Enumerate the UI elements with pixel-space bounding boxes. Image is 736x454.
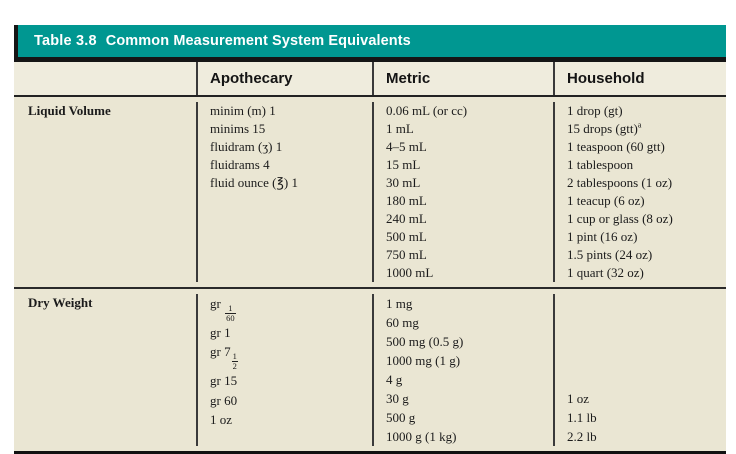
metric-value: 1000 g (1 kg) (386, 429, 457, 444)
metric-value: 500 mg (0.5 g) (386, 334, 464, 349)
metric-value: 500 mL (386, 229, 427, 244)
table-number: Table 3.8 (34, 33, 97, 49)
measurement-equivalents-table: Table 3.8 Common Measurement System Equi… (14, 25, 726, 454)
metric-value: 1000 mg (1 g) (386, 353, 461, 368)
apothecary-cell: gr 1 60 gr 1 gr 7 1 2 gr 15 gr 60 1 oz (196, 294, 372, 446)
column-header-household: Household (553, 62, 726, 95)
household-value (567, 332, 720, 351)
household-value (567, 370, 720, 389)
metric-value: 30 mL (386, 175, 421, 190)
apothecary-value: 1 oz (210, 412, 233, 428)
table-caption: Common Measurement System Equivalents (105, 33, 411, 49)
household-value: 1 teacup (6 oz) (567, 193, 645, 208)
footnote-marker: a (637, 119, 642, 130)
table-body: Liquid Volume minim (m) 1 minims 15 fluidra… (14, 97, 726, 451)
household-value: 1 quart (32 oz) (567, 265, 644, 280)
column-header-apothecary: Apothecary (196, 62, 372, 95)
household-value: 1 cup or glass (8 oz) (567, 211, 673, 226)
section-label: Dry Weight (28, 295, 93, 310)
metric-cell: 1 mg 60 mg 500 mg (0.5 g) 1000 mg (1 g) 4 g 3… (372, 294, 553, 446)
apothecary-value: minim (m) 1 (210, 103, 276, 118)
household-value: 1.1 lb (567, 410, 597, 425)
metric-value: 1 mg (386, 296, 413, 311)
metric-value: 0.06 mL (or cc) (386, 103, 468, 118)
household-value: 2 tablespoons (1 oz) (567, 175, 673, 190)
apothecary-value: gr 60 (210, 392, 238, 408)
metric-value: 1000 mL (386, 265, 434, 280)
metric-value: 60 mg (386, 315, 419, 330)
metric-value: 1 mL (386, 121, 414, 136)
table-title-bar: Table 3.8 Common Measurement System Equi… (14, 25, 726, 57)
metric-value: 4–5 mL (386, 139, 427, 154)
apothecary-value: fluidrams 4 (210, 157, 270, 172)
household-value: 1 teaspoon (60 gtt) (567, 139, 665, 154)
column-header-row: Apothecary Metric Household (14, 62, 726, 97)
household-value (567, 351, 720, 370)
title-divider (14, 57, 726, 62)
metric-value: 15 mL (386, 157, 421, 172)
apothecary-value: gr 1 60 (210, 296, 236, 323)
apothecary-cell: minim (m) 1 minims 15 fluidram (ʒ) 1 fluidr… (196, 102, 372, 282)
household-value: 1 drop (gt) (567, 103, 623, 118)
household-value: 15 drops (gtt)a (567, 119, 642, 136)
section-row: Dry Weight gr 1 60 gr 1 gr 7 1 2 gr 15 gr 60 1 oz… (14, 289, 726, 451)
apothecary-value: gr 15 (210, 373, 238, 389)
metric-value: 180 mL (386, 193, 427, 208)
section-row: Liquid Volume minim (m) 1 minims 15 fluidra… (14, 97, 726, 289)
column-header-metric: Metric (372, 62, 553, 95)
apothecary-value: gr 1 (210, 324, 231, 340)
metric-value: 4 g (386, 372, 403, 387)
apothecary-value: minims 15 (210, 121, 266, 136)
household-value: 2.2 lb (567, 429, 597, 444)
household-value (567, 294, 720, 313)
metric-value: 750 mL (386, 247, 427, 262)
metric-value: 240 mL (386, 211, 427, 226)
metric-value: 500 g (386, 410, 416, 425)
column-header-blank (14, 62, 196, 95)
fraction: 1 60 (225, 303, 236, 323)
household-value: 1.5 pints (24 oz) (567, 247, 653, 262)
household-cell: 1 drop (gt) 15 drops (gtt)a 1 teaspoon (60… (553, 102, 726, 282)
household-value (567, 313, 720, 332)
apothecary-value: fluid ounce (℥) 1 (210, 175, 299, 190)
metric-value: 30 g (386, 391, 409, 406)
household-value: 1 tablespoon (567, 157, 634, 172)
section-label: Liquid Volume (28, 103, 111, 118)
household-value: 1 pint (16 oz) (567, 229, 638, 244)
apothecary-value: fluidram (ʒ) 1 (210, 139, 283, 154)
household-cell: 1 oz 1.1 lb 2.2 lb (553, 294, 726, 446)
household-value: 1 oz (567, 391, 590, 406)
metric-cell: 0.06 mL (or cc) 1 mL 4–5 mL 15 mL 30 mL 180 m… (372, 102, 553, 282)
